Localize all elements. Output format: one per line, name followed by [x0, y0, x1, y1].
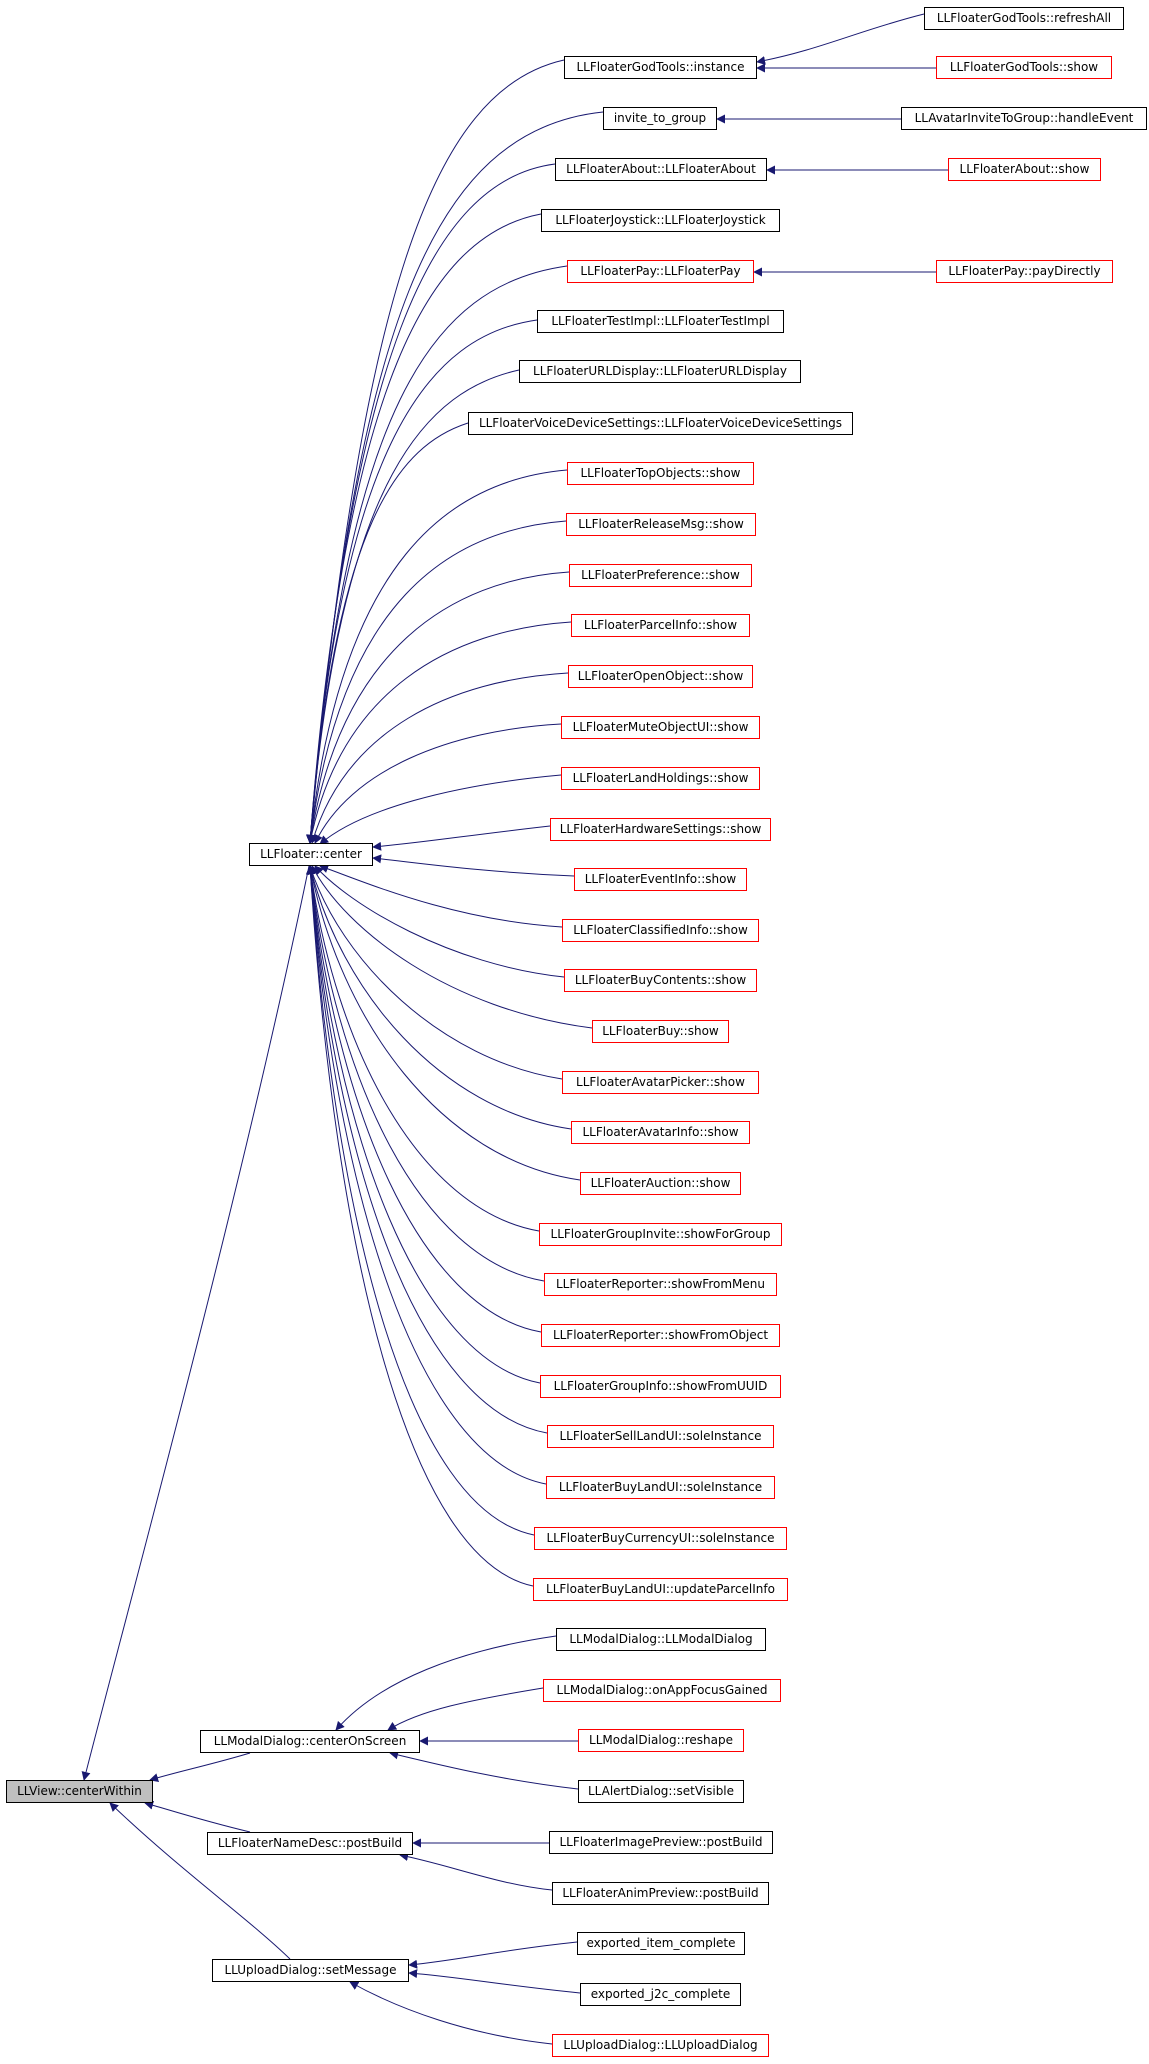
node-buy-land-update-parcel[interactable]: LLFloaterBuyLandUI::updateParcelInfo [533, 1578, 788, 1601]
node-pay-directly[interactable]: LLFloaterPay::payDirectly [936, 260, 1113, 283]
edge-from-avatar-picker-show [308, 865, 563, 1080]
edge-from-group-invite-show [306, 865, 540, 1232]
node-modal-focus-gained[interactable]: LLModalDialog::onAppFocusGained [543, 1679, 781, 1702]
node-sell-land-instance[interactable]: LLFloaterSellLandUI::soleInstance [547, 1425, 774, 1448]
edge-from-exported-j2c-complete [408, 1969, 581, 1994]
edge-from-voice-device-ctor [306, 422, 469, 844]
node-avatar-invite-handle-event[interactable]: LLAvatarInviteToGroup::handleEvent [901, 107, 1147, 130]
node-god-tools-refresh-all[interactable]: LLFloaterGodTools::refreshAll [924, 7, 1124, 30]
node-group-invite-show[interactable]: LLFloaterGroupInvite::showForGroup [539, 1223, 782, 1246]
node-voice-device-ctor[interactable]: LLFloaterVoiceDeviceSettings::LLFloaterV… [468, 412, 853, 435]
edge-from-classified-info-show [319, 864, 563, 928]
edge-from-mute-object-show [314, 723, 562, 844]
node-image-preview-post-build[interactable]: LLFloaterImagePreview::postBuild [549, 1831, 773, 1854]
node-upload-dialog-ctor[interactable]: LLUploadDialog::LLUploadDialog [552, 2034, 769, 2057]
node-modal-center-on-screen[interactable]: LLModalDialog::centerOnScreen [200, 1730, 420, 1753]
edge-from-name-desc-post-build [144, 1800, 251, 1833]
node-group-info-uuid[interactable]: LLFloaterGroupInfo::showFromUUID [540, 1375, 781, 1398]
edge-from-alert-set-visible [389, 1750, 579, 1790]
edge-from-reporter-object [306, 865, 542, 1333]
node-avatar-picker-show[interactable]: LLFloaterAvatarPicker::show [562, 1071, 759, 1094]
edge-from-anim-preview-post-build [399, 1852, 553, 1891]
node-mute-object-show[interactable]: LLFloaterMuteObjectUI::show [561, 716, 760, 739]
node-hardware-settings-show[interactable]: LLFloaterHardwareSettings::show [550, 818, 771, 841]
edge-from-auction-show [307, 865, 581, 1181]
edge-from-top-objects-show [306, 469, 568, 844]
edge-from-reporter-menu [306, 865, 545, 1282]
node-classified-info-show[interactable]: LLFloaterClassifiedInfo::show [562, 919, 759, 942]
edge-from-url-display-ctor [306, 369, 520, 844]
edge-from-buy-currency-instance [306, 865, 535, 1536]
node-modal-ctor[interactable]: LLModalDialog::LLModalDialog [556, 1628, 766, 1651]
edge-from-land-holdings-show [319, 774, 562, 845]
edge-from-modal-center-on-screen [149, 1752, 251, 1782]
node-buy-currency-instance[interactable]: LLFloaterBuyCurrencyUI::soleInstance [534, 1527, 787, 1550]
edge-from-buy-show [311, 865, 593, 1029]
node-preference-show[interactable]: LLFloaterPreference::show [569, 564, 752, 587]
node-alert-set-visible[interactable]: LLAlertDialog::setVisible [578, 1780, 744, 1803]
edge-from-sell-land-instance [306, 865, 548, 1434]
edge-from-preference-show [306, 571, 570, 844]
edge-from-test-impl-ctor [306, 319, 538, 844]
edge-from-god-tools-refresh-all [756, 13, 925, 65]
edge-from-buy-land-update-parcel [306, 865, 534, 1587]
node-auction-show[interactable]: LLFloaterAuction::show [580, 1172, 741, 1195]
node-modal-reshape[interactable]: LLModalDialog::reshape [578, 1729, 744, 1752]
node-exported-j2c-complete[interactable]: exported_j2c_complete [580, 1983, 741, 2006]
edge-from-modal-ctor [335, 1635, 557, 1731]
node-buy-contents-show[interactable]: LLFloaterBuyContents::show [564, 969, 757, 992]
node-about-show[interactable]: LLFloaterAbout::show [948, 158, 1101, 181]
node-buy-show[interactable]: LLFloaterBuy::show [592, 1020, 729, 1043]
edge-from-exported-item-complete [408, 1941, 578, 1969]
edge-from-buy-land-instance [306, 865, 547, 1485]
node-release-msg-show[interactable]: LLFloaterReleaseMsg::show [566, 513, 756, 536]
node-land-holdings-show[interactable]: LLFloaterLandHoldings::show [561, 767, 760, 790]
node-floater-center[interactable]: LLFloater::center [249, 843, 373, 866]
node-root-center-within: LLView::centerWithin [6, 1780, 153, 1803]
node-invite-to-group[interactable]: invite_to_group [603, 107, 717, 130]
node-test-impl-ctor[interactable]: LLFloaterTestImpl::LLFloaterTestImpl [537, 310, 784, 333]
node-top-objects-show[interactable]: LLFloaterTopObjects::show [567, 462, 754, 485]
edge-from-buy-contents-show [314, 865, 565, 978]
node-buy-land-instance[interactable]: LLFloaterBuyLandUI::soleInstance [546, 1476, 775, 1499]
node-about-ctor[interactable]: LLFloaterAbout::LLFloaterAbout [555, 158, 767, 181]
node-url-display-ctor[interactable]: LLFloaterURLDisplay::LLFloaterURLDisplay [519, 360, 801, 383]
node-god-tools-show[interactable]: LLFloaterGodTools::show [936, 56, 1112, 79]
edge-from-modal-focus-gained [387, 1687, 544, 1731]
edge-from-floater-center [81, 865, 310, 1781]
node-open-object-show[interactable]: LLFloaterOpenObject::show [568, 665, 753, 688]
node-god-tools-instance[interactable]: LLFloaterGodTools::instance [564, 56, 757, 79]
edge-from-hardware-settings-show [372, 825, 551, 851]
edge-from-avatar-info-show [307, 865, 572, 1130]
edge-from-open-object-show [309, 672, 569, 844]
node-name-desc-post-build[interactable]: LLFloaterNameDesc::postBuild [207, 1832, 413, 1855]
edge-from-joystick-ctor [306, 213, 542, 844]
node-anim-preview-post-build[interactable]: LLFloaterAnimPreview::postBuild [552, 1882, 769, 1905]
node-joystick-ctor[interactable]: LLFloaterJoystick::LLFloaterJoystick [541, 209, 780, 232]
node-event-info-show[interactable]: LLFloaterEventInfo::show [574, 868, 747, 891]
edge-from-release-msg-show [306, 520, 567, 844]
node-avatar-info-show[interactable]: LLFloaterAvatarInfo::show [571, 1121, 750, 1144]
node-pay-ctor[interactable]: LLFloaterPay::LLFloaterPay [567, 260, 754, 283]
edge-from-parcel-info-show [307, 621, 572, 844]
edge-from-event-info-show [372, 854, 575, 877]
edge-from-upload-dialog-ctor [349, 1981, 553, 2045]
node-reporter-menu[interactable]: LLFloaterReporter::showFromMenu [544, 1273, 777, 1296]
node-reporter-object[interactable]: LLFloaterReporter::showFromObject [541, 1324, 780, 1347]
edge-from-upload-set-message [109, 1802, 291, 1960]
node-exported-item-complete[interactable]: exported_item_complete [577, 1932, 745, 1955]
node-parcel-info-show[interactable]: LLFloaterParcelInfo::show [571, 614, 750, 637]
node-upload-set-message[interactable]: LLUploadDialog::setMessage [212, 1959, 409, 1982]
edge-from-group-info-uuid [306, 865, 541, 1384]
